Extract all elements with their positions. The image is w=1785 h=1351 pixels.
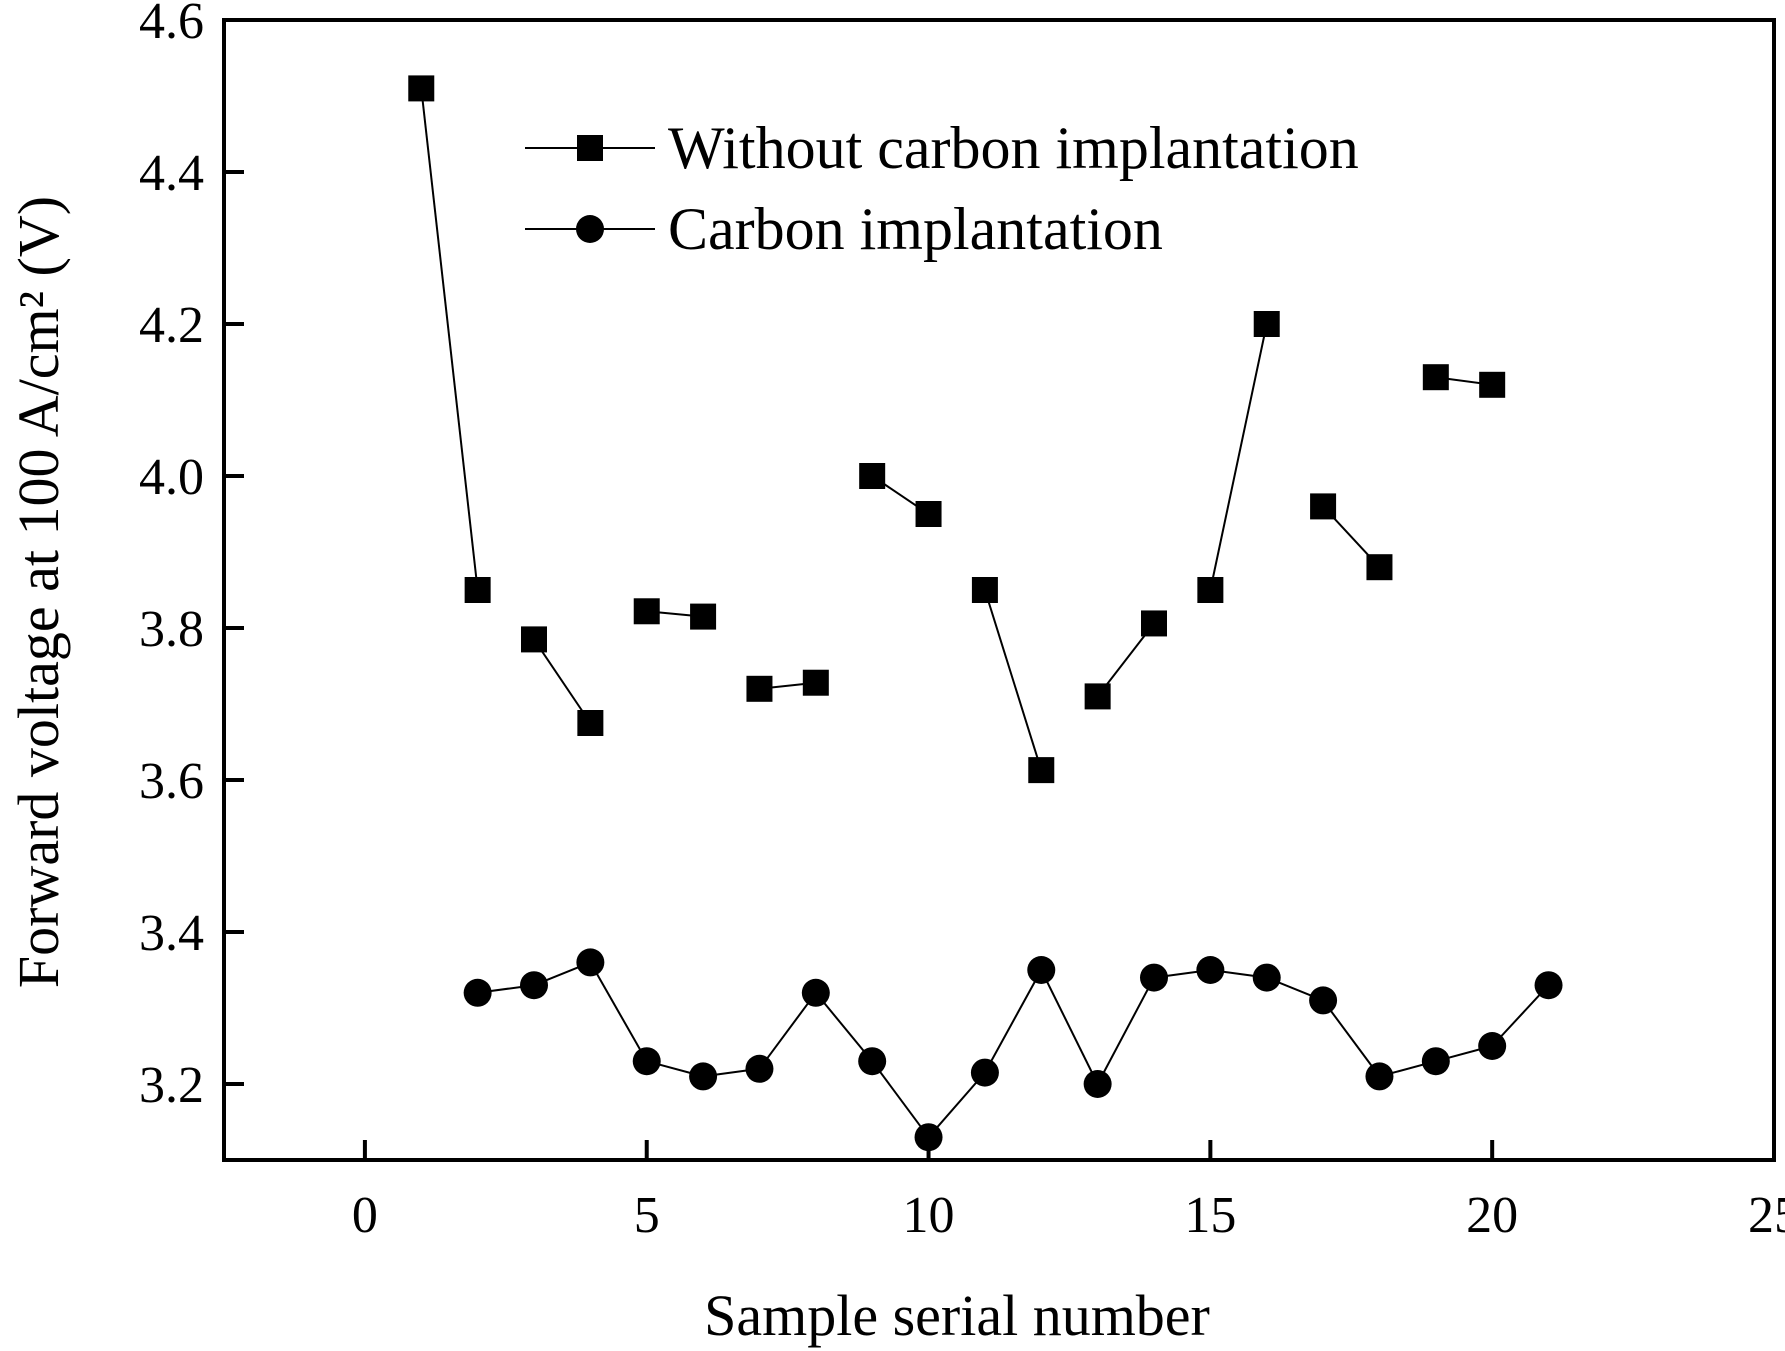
data-point [1534, 971, 1563, 1000]
data-point [859, 463, 886, 489]
data-point [1310, 493, 1337, 520]
data-point [633, 598, 660, 625]
y-tick-label: 4.4 [139, 145, 204, 202]
legend-item-without-carbon: Without carbon implantation [525, 115, 1359, 181]
y-tick-label: 4.0 [139, 449, 204, 506]
y-tick-label: 3.4 [139, 905, 204, 962]
x-axis-label: Sample serial number [704, 1283, 1210, 1348]
data-point [1421, 1047, 1450, 1076]
legend-label: Without carbon implantation [668, 115, 1359, 181]
legend-marker [576, 215, 604, 243]
data-point [970, 1058, 999, 1087]
series-carbon [463, 948, 1563, 1152]
y-tick-label: 4.2 [139, 297, 204, 354]
data-point [915, 501, 942, 527]
series-layer [408, 75, 1563, 1152]
data-point [464, 577, 491, 603]
series-line-segment [983, 589, 1043, 771]
data-point [914, 1123, 943, 1152]
series-without-carbon [408, 75, 1506, 784]
data-point [1083, 1070, 1112, 1098]
series-line-segment [589, 961, 648, 1062]
series-line-segment [1322, 999, 1381, 1077]
x-tick-label: 20 [1466, 1187, 1518, 1244]
x-tick-label: 15 [1184, 1187, 1236, 1244]
y-axis: 3.2 3.4 3.6 3.8 4.0 4.2 4.4 4.6 [139, 0, 244, 1114]
data-point [632, 1047, 661, 1076]
data-point [1365, 1062, 1394, 1091]
x-tick-label: 5 [634, 1187, 660, 1244]
y-axis-label: Forward voltage at 100 A/cm² (V) [6, 196, 71, 988]
data-point [463, 978, 492, 1007]
legend-label: Carbon implantation [668, 196, 1163, 262]
data-point [1084, 683, 1111, 710]
plot-frame [222, 18, 1776, 1162]
data-point [1196, 956, 1225, 984]
data-point [971, 577, 998, 603]
data-point [690, 603, 717, 630]
data-point [1027, 956, 1056, 984]
data-point [408, 75, 435, 102]
series-line-segment [815, 992, 873, 1062]
plot-area [222, 18, 1776, 1162]
series-line-segment [533, 638, 592, 724]
data-point [1422, 364, 1449, 391]
series-line-segment [758, 992, 817, 1070]
data-point [1141, 610, 1167, 637]
data-point [689, 1062, 718, 1091]
y-tick-label: 3.2 [139, 1057, 204, 1114]
x-tick-label: 10 [903, 1187, 955, 1244]
data-point [1478, 1032, 1507, 1060]
x-tick-label: 0 [352, 1187, 378, 1244]
series-line-segment [1209, 323, 1268, 591]
x-axis: 0 5 10 15 20 25 [352, 1140, 1785, 1244]
series-line-segment [984, 969, 1043, 1074]
y-tick-label: 4.6 [139, 0, 204, 50]
series-line-segment [1040, 969, 1099, 1085]
series-line-segment [871, 1060, 930, 1138]
data-point [1479, 371, 1506, 398]
y-tick-label: 3.6 [139, 753, 204, 810]
data-point [1309, 986, 1338, 1015]
data-point [1197, 577, 1224, 603]
data-point [801, 978, 830, 1007]
data-point [1252, 963, 1281, 992]
y-tick-label: 3.8 [139, 601, 204, 658]
data-point [520, 971, 548, 1000]
data-point [1366, 554, 1393, 581]
legend-marker [577, 135, 603, 161]
series-line-segment [420, 88, 479, 591]
legend-item-carbon: Carbon implantation [525, 196, 1163, 262]
legend: Without carbon implantation Carbon implan… [525, 115, 1359, 262]
series-line-segment [1096, 977, 1155, 1085]
data-point [1140, 963, 1168, 992]
data-point [1028, 757, 1055, 784]
data-point [746, 675, 773, 702]
data-point [577, 710, 604, 736]
data-point [521, 626, 547, 653]
data-point [576, 948, 605, 977]
data-point [1253, 311, 1280, 337]
data-point [858, 1047, 887, 1076]
x-tick-label: 25 [1748, 1187, 1785, 1244]
data-point [745, 1054, 774, 1083]
data-point [802, 669, 829, 696]
series-line-segment [927, 1071, 986, 1138]
